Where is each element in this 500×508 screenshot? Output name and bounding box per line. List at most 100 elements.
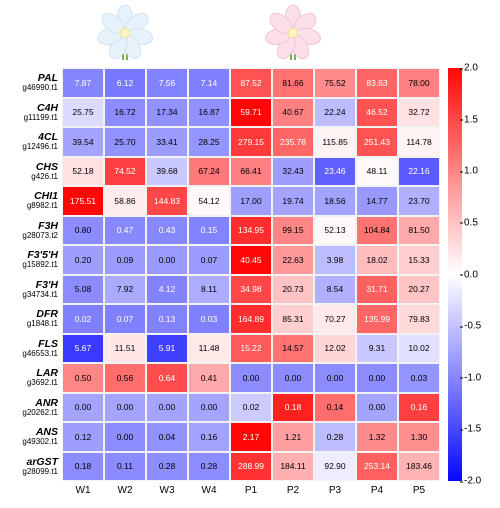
heatmap-cell: 17.34 [146,98,188,128]
heatmap-cell: 8.54 [314,275,356,305]
heatmap-cell: 81.66 [272,68,314,98]
gene-name: F3H [38,221,58,232]
heatmap-cell: 114.78 [398,127,440,157]
heatmap-cell: 0.00 [314,363,356,393]
heatmap-cell: 79.83 [398,304,440,334]
heatmap-cell: 0.28 [146,452,188,482]
row-label: arGSTg28099.t1 [0,452,62,482]
heatmap-cell: 235.78 [272,127,314,157]
row-label: C4Hg11199.t1 [0,98,62,128]
heatmap-cell: 0.18 [62,452,104,482]
column-label: P4 [356,485,398,496]
heatmap-cell: 75.52 [314,68,356,98]
flower-white-icon [95,4,155,62]
row-label: LARg3692.t1 [0,363,62,393]
heatmap-cell: 99.15 [272,216,314,246]
heatmap-cell: 0.02 [230,393,272,423]
heatmap-cell: 40.45 [230,245,272,275]
locus-id: g8982.t1 [27,202,58,210]
heatmap-cell: 183.46 [398,452,440,482]
column-label: P1 [230,485,272,496]
heatmap-cell: 48.11 [356,157,398,187]
flower-pink-icon [263,4,323,62]
colorbar-tick: -1.5 [464,424,481,435]
heatmap-cell: 6.12 [104,68,146,98]
heatmap-cell: 7.14 [188,68,230,98]
column-label: W2 [104,485,146,496]
heatmap-cell: 0.64 [146,363,188,393]
heatmap-cell: 33.41 [146,127,188,157]
locus-id: g20262.t1 [22,409,58,417]
heatmap-cell: 0.02 [62,304,104,334]
colorbar: -2.0-1.5-1.0-0.50.00.51.01.52.0 [448,68,494,481]
heatmap-cell: 5.67 [62,334,104,364]
heatmap-cell: 58.86 [104,186,146,216]
locus-id: g15892.t1 [22,261,58,269]
heatmap-cell: 279.15 [230,127,272,157]
column-label: P3 [314,485,356,496]
locus-id: g49302.t1 [22,438,58,446]
heatmap-cell: 0.16 [188,422,230,452]
colorbar-tick: -2.0 [464,476,481,487]
heatmap-cell: 7.92 [104,275,146,305]
gene-name: FLS [38,339,58,350]
row-label: FLSg46553.t1 [0,334,62,364]
heatmap-cell: 0.47 [104,216,146,246]
heatmap-cell: 83.63 [356,68,398,98]
heatmap-cell: 12.02 [314,334,356,364]
heatmap-cell: 5.91 [146,334,188,364]
heatmap-cell: 16.87 [188,98,230,128]
heatmap-cell: 11.51 [104,334,146,364]
heatmap-cell: 135.99 [356,304,398,334]
heatmap-cell: 0.20 [62,245,104,275]
heatmap-cell: 0.50 [62,363,104,393]
locus-id: g34734.t1 [22,291,58,299]
heatmap-cell: 0.03 [398,363,440,393]
locus-id: g28099.t1 [22,468,58,476]
heatmap-cell: 25.70 [104,127,146,157]
colorbar-tick: 1.5 [464,114,478,125]
heatmap-cell: 22.16 [398,157,440,187]
colorbar-tick: 2.0 [464,63,478,74]
heatmap-cell: 16.72 [104,98,146,128]
heatmap-cell: 3.98 [314,245,356,275]
locus-id: g12496.t1 [22,143,58,151]
colorbar-tick: 0.5 [464,217,478,228]
heatmap-cell: 46.52 [356,98,398,128]
gene-name: arGST [26,457,58,468]
heatmap-cell: 0.00 [104,393,146,423]
locus-id: g1848.t1 [27,320,58,328]
heatmap-cell: 251.43 [356,127,398,157]
column-label: W4 [188,485,230,496]
locus-id: g3692.t1 [27,379,58,387]
heatmap-cell: 1.32 [356,422,398,452]
heatmap-cell: 23.46 [314,157,356,187]
heatmap-cell: 0.00 [62,393,104,423]
colorbar-tick: -1.0 [464,372,481,383]
colorbar-tick: 0.0 [464,269,478,280]
heatmap-cell: 288.99 [230,452,272,482]
locus-id: g46990.t1 [22,84,58,92]
heatmap-cell: 28.25 [188,127,230,157]
row-label: 4CLg12496.t1 [0,127,62,157]
heatmap-cell: 0.07 [104,304,146,334]
row-label: F3Hg28073.t2 [0,216,62,246]
heatmap-cell: 25.75 [62,98,104,128]
heatmap-cell: 11.48 [188,334,230,364]
locus-id: g28073.t2 [22,232,58,240]
row-label: CHI1g8982.t1 [0,186,62,216]
heatmap-cell: 17.00 [230,186,272,216]
heatmap-cell: 14.57 [272,334,314,364]
heatmap-cell: 0.07 [188,245,230,275]
row-label: CHSg426.t1 [0,157,62,187]
heatmap-cell: 0.00 [146,245,188,275]
heatmap-cell: 78.00 [398,68,440,98]
heatmap-cell: 0.03 [188,304,230,334]
gene-name: F3'H [36,280,58,291]
heatmap-cell: 52.18 [62,157,104,187]
column-label: W3 [146,485,188,496]
heatmap-cell: 7.56 [146,68,188,98]
heatmap-grid: 7.876.127.567.1487.5281.6675.5283.6378.0… [62,68,440,481]
heatmap-cell: 18.02 [356,245,398,275]
heatmap-cell: 32.43 [272,157,314,187]
